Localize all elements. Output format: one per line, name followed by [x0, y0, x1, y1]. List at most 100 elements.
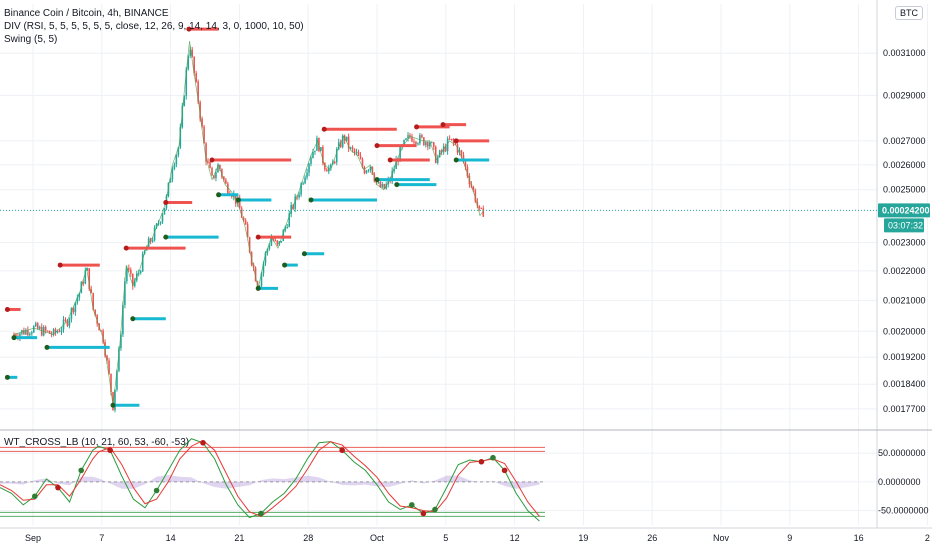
candle-body[interactable] — [155, 223, 158, 228]
candle-body[interactable] — [44, 326, 47, 331]
candle-body[interactable] — [66, 320, 69, 326]
candle-body[interactable] — [157, 223, 160, 225]
candle-body[interactable] — [264, 252, 267, 264]
candle-body[interactable] — [219, 164, 221, 170]
candle-body[interactable] — [209, 161, 211, 169]
candle-body[interactable] — [472, 186, 475, 191]
candle-body[interactable] — [185, 69, 188, 96]
candle-body[interactable] — [78, 293, 81, 298]
candle-body[interactable] — [108, 360, 110, 374]
candle-body[interactable] — [23, 330, 25, 335]
candle-body[interactable] — [290, 205, 292, 214]
candle-body[interactable] — [280, 240, 283, 242]
candle-body[interactable] — [302, 183, 304, 185]
candle-body[interactable] — [427, 142, 429, 147]
candle-body[interactable] — [415, 141, 417, 144]
candle-body[interactable] — [223, 176, 225, 180]
candle-body[interactable] — [227, 183, 229, 194]
candle-body[interactable] — [284, 227, 287, 231]
candle-body[interactable] — [337, 142, 340, 150]
candle-body[interactable] — [474, 190, 477, 202]
candle-body[interactable] — [13, 334, 15, 336]
candle-body[interactable] — [161, 214, 164, 222]
candle-body[interactable] — [324, 163, 326, 170]
candle-body[interactable] — [316, 138, 318, 151]
candle-body[interactable] — [482, 208, 485, 217]
candle-body[interactable] — [353, 149, 356, 153]
candle-body[interactable] — [52, 329, 55, 335]
candle-body[interactable] — [434, 146, 437, 163]
candle-body[interactable] — [377, 181, 380, 183]
candle-body[interactable] — [179, 127, 182, 148]
candle-body[interactable] — [215, 172, 217, 179]
candle-body[interactable] — [169, 179, 172, 183]
candle-body[interactable] — [399, 147, 401, 162]
candle-body[interactable] — [440, 150, 443, 153]
candle-body[interactable] — [25, 329, 27, 335]
candle-body[interactable] — [385, 184, 388, 189]
candle-body[interactable] — [205, 143, 207, 162]
currency-badge[interactable]: BTC — [895, 6, 923, 20]
candle-body[interactable] — [27, 329, 29, 336]
candle-body[interactable] — [207, 161, 209, 163]
candle-body[interactable] — [272, 237, 275, 241]
candle-body[interactable] — [225, 179, 227, 184]
oscillator-legend[interactable]: WT_CROSS_LB (10, 21, 60, 53, -60, -53) — [4, 437, 190, 448]
candle-body[interactable] — [359, 155, 362, 160]
candle-body[interactable] — [238, 198, 241, 209]
candle-body[interactable] — [183, 95, 186, 106]
candle-body[interactable] — [333, 161, 336, 163]
candle-body[interactable] — [114, 389, 116, 411]
candle-body[interactable] — [365, 170, 368, 174]
candle-body[interactable] — [417, 143, 419, 145]
candle-body[interactable] — [260, 273, 263, 287]
candle-body[interactable] — [126, 268, 128, 282]
candle-body[interactable] — [286, 226, 289, 228]
candle-body[interactable] — [355, 151, 358, 153]
candle-body[interactable] — [187, 55, 190, 70]
candle-body[interactable] — [60, 329, 63, 332]
candle-body[interactable] — [132, 273, 134, 287]
candle-body[interactable] — [48, 330, 51, 334]
candle-body[interactable] — [159, 221, 162, 224]
candle-body[interactable] — [347, 136, 350, 149]
candle-body[interactable] — [446, 138, 449, 152]
candle-body[interactable] — [322, 147, 324, 164]
candle-body[interactable] — [480, 208, 483, 210]
candle-body[interactable] — [351, 147, 354, 150]
candle-body[interactable] — [191, 49, 193, 57]
candle-body[interactable] — [246, 224, 249, 238]
candle-body[interactable] — [274, 240, 277, 242]
candle-body[interactable] — [88, 268, 91, 290]
candle-body[interactable] — [306, 172, 308, 178]
candle-body[interactable] — [254, 267, 257, 282]
candle-body[interactable] — [460, 150, 463, 155]
candle-body[interactable] — [363, 167, 366, 174]
candle-body[interactable] — [314, 150, 316, 153]
candle-body[interactable] — [56, 331, 59, 333]
candle-body[interactable] — [387, 179, 390, 185]
candle-body[interactable] — [462, 154, 465, 162]
candle-body[interactable] — [201, 118, 203, 127]
candle-body[interactable] — [339, 142, 342, 147]
candle-body[interactable] — [328, 167, 330, 172]
candle-body[interactable] — [276, 240, 279, 245]
candle-body[interactable] — [193, 56, 195, 74]
candle-body[interactable] — [221, 169, 223, 177]
candle-body[interactable] — [466, 166, 469, 177]
candle-body[interactable] — [345, 136, 348, 141]
candle-body[interactable] — [288, 213, 291, 227]
candle-body[interactable] — [357, 151, 360, 156]
candle-body[interactable] — [92, 292, 94, 310]
candle-body[interactable] — [448, 138, 451, 140]
candle-body[interactable] — [242, 217, 245, 221]
candle-body[interactable] — [118, 348, 120, 371]
candle-body[interactable] — [341, 135, 344, 147]
candle-body[interactable] — [450, 138, 453, 140]
candle-body[interactable] — [430, 142, 433, 144]
candle-body[interactable] — [84, 270, 87, 284]
candle-body[interactable] — [304, 177, 306, 184]
candle-body[interactable] — [38, 326, 41, 329]
candle-body[interactable] — [133, 280, 136, 287]
